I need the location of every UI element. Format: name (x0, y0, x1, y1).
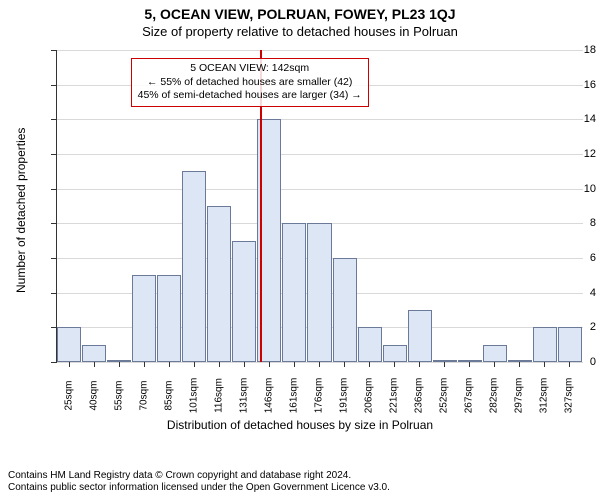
x-tick-label: 25sqm (63, 380, 74, 410)
bar (358, 327, 382, 362)
footer-attribution: Contains HM Land Registry data © Crown c… (8, 470, 390, 494)
x-tick-label: 221sqm (389, 378, 400, 414)
x-tick-label: 55sqm (113, 380, 124, 410)
footer-line-1: Contains HM Land Registry data © Crown c… (8, 470, 390, 482)
x-tick-label: 252sqm (439, 378, 450, 414)
bar (232, 241, 256, 362)
plot-area: 5 OCEAN VIEW: 142sqm ← 55% of detached h… (56, 50, 583, 363)
bar (207, 206, 231, 362)
x-tick-label: 312sqm (539, 378, 550, 414)
x-tick-label: 131sqm (238, 378, 249, 414)
bar (82, 345, 106, 362)
x-tick-label: 206sqm (364, 378, 375, 414)
chart-subtitle: Size of property relative to detached ho… (0, 22, 600, 41)
annotation-box: 5 OCEAN VIEW: 142sqm ← 55% of detached h… (131, 58, 369, 107)
bar (282, 223, 306, 362)
x-tick-label: 176sqm (314, 378, 325, 414)
x-tick-label: 161sqm (288, 378, 299, 414)
y-axis-label: Number of detached properties (14, 128, 28, 293)
x-tick-label: 40sqm (88, 380, 99, 410)
bar (383, 345, 407, 362)
bar (182, 171, 206, 362)
bar (558, 327, 582, 362)
bar (408, 310, 432, 362)
x-tick-label: 327sqm (564, 378, 575, 414)
bar (483, 345, 507, 362)
bar (307, 223, 331, 362)
x-tick-label: 85sqm (163, 380, 174, 410)
x-tick-label: 191sqm (339, 378, 350, 414)
x-tick-label: 70sqm (138, 380, 149, 410)
bar (57, 327, 81, 362)
x-tick-label: 282sqm (489, 378, 500, 414)
chart-container: 5, OCEAN VIEW, POLRUAN, FOWEY, PL23 1QJ … (0, 0, 600, 500)
x-tick-label: 101sqm (188, 378, 199, 414)
bar (533, 327, 557, 362)
x-tick-label: 236sqm (414, 378, 425, 414)
footer-line-2: Contains public sector information licen… (8, 482, 390, 494)
bar (132, 275, 156, 362)
annotation-line-1: 5 OCEAN VIEW: 142sqm (138, 62, 362, 76)
x-tick-label: 116sqm (213, 378, 224, 413)
chart-area: 024681012141618 5 OCEAN VIEW: 142sqm ← 5… (0, 50, 600, 500)
chart-title: 5, OCEAN VIEW, POLRUAN, FOWEY, PL23 1QJ (0, 0, 600, 22)
annotation-line-3: 45% of semi-detached houses are larger (… (138, 89, 362, 103)
annotation-line-2: ← 55% of detached houses are smaller (42… (138, 76, 362, 90)
bar (157, 275, 181, 362)
x-tick-label: 146sqm (263, 378, 274, 414)
x-tick-label: 297sqm (514, 378, 525, 414)
x-tick-label: 267sqm (464, 378, 475, 414)
bar (333, 258, 357, 362)
x-axis-label: Distribution of detached houses by size … (0, 418, 600, 432)
